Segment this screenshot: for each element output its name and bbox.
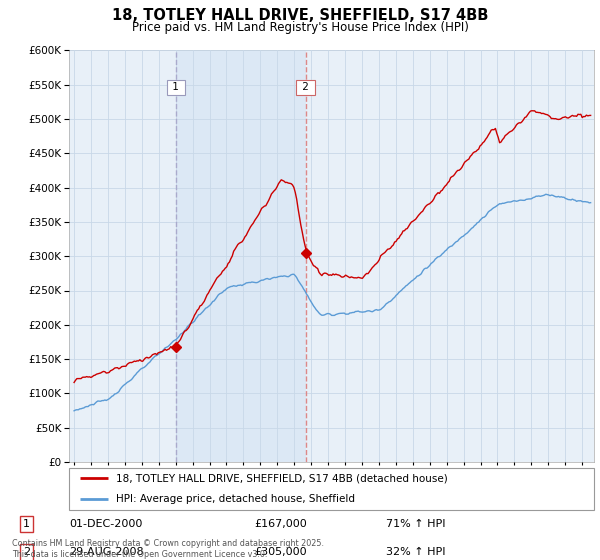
- Text: 1: 1: [23, 519, 30, 529]
- Text: £167,000: £167,000: [254, 519, 307, 529]
- Text: Price paid vs. HM Land Registry's House Price Index (HPI): Price paid vs. HM Land Registry's House …: [131, 21, 469, 34]
- Text: 18, TOTLEY HALL DRIVE, SHEFFIELD, S17 4BB (detached house): 18, TOTLEY HALL DRIVE, SHEFFIELD, S17 4B…: [116, 473, 448, 483]
- FancyBboxPatch shape: [69, 468, 594, 510]
- Text: 2: 2: [299, 82, 312, 92]
- Text: 01-DEC-2000: 01-DEC-2000: [70, 519, 143, 529]
- Text: £305,000: £305,000: [254, 547, 307, 557]
- Text: HPI: Average price, detached house, Sheffield: HPI: Average price, detached house, Shef…: [116, 494, 355, 504]
- Text: 1: 1: [169, 82, 182, 92]
- Text: 32% ↑ HPI: 32% ↑ HPI: [386, 547, 446, 557]
- Text: 71% ↑ HPI: 71% ↑ HPI: [386, 519, 446, 529]
- Text: 29-AUG-2008: 29-AUG-2008: [70, 547, 144, 557]
- Text: 2: 2: [23, 547, 30, 557]
- Text: Contains HM Land Registry data © Crown copyright and database right 2025.
This d: Contains HM Land Registry data © Crown c…: [12, 539, 324, 559]
- Text: 18, TOTLEY HALL DRIVE, SHEFFIELD, S17 4BB: 18, TOTLEY HALL DRIVE, SHEFFIELD, S17 4B…: [112, 8, 488, 24]
- Bar: [176, 50, 305, 462]
